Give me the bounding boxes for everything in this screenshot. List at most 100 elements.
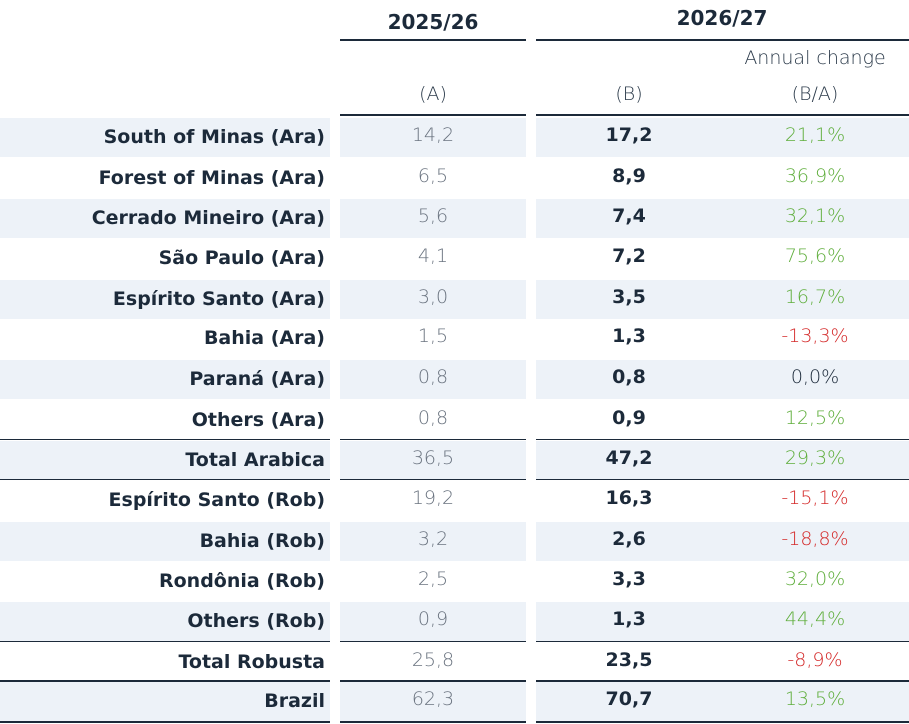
- annual-change-value: 0,0%: [790, 366, 840, 388]
- annual-change-value: 13,5%: [784, 688, 846, 710]
- row-band: [0, 602, 330, 641]
- value-2025-26: 0,8: [417, 366, 449, 388]
- row-band: [536, 118, 909, 157]
- annual-change-value: -15,1%: [781, 487, 849, 509]
- row-band: [340, 360, 526, 399]
- row-band: [340, 682, 526, 721]
- row-label: Total Robusta: [178, 651, 325, 673]
- row-band: [536, 602, 909, 641]
- value-2026-27: 47,2: [605, 447, 653, 469]
- table-rule: [340, 721, 526, 723]
- row-band: [536, 522, 909, 561]
- value-2025-26: 36,5: [411, 447, 455, 469]
- value-2026-27: 70,7: [605, 688, 653, 710]
- table-rule: [340, 641, 526, 642]
- row-label: Espírito Santo (Ara): [112, 288, 325, 310]
- year-header-b: 2026/27: [676, 6, 768, 30]
- value-2025-26: 62,3: [411, 688, 455, 710]
- header-bottom-rule-a: [340, 114, 526, 116]
- row-label: Rondônia (Rob): [159, 570, 325, 592]
- row-band: [536, 360, 909, 399]
- table-rule: [536, 721, 909, 723]
- header-rule-b: [536, 39, 909, 41]
- row-band: [340, 280, 526, 319]
- value-2025-26: 5,6: [417, 205, 449, 227]
- row-band: [536, 199, 909, 238]
- annual-change-value: -8,9%: [787, 649, 843, 671]
- row-label: Espírito Santo (Rob): [108, 489, 325, 511]
- row-band: [340, 522, 526, 561]
- row-label: Bahia (Rob): [199, 530, 325, 552]
- value-2025-26: 0,8: [417, 407, 449, 429]
- value-2025-26: 3,0: [417, 286, 449, 308]
- value-2025-26: 3,2: [417, 528, 449, 550]
- value-2025-26: 4,1: [417, 245, 449, 267]
- table-rule: [536, 439, 909, 440]
- col-b-header: (B): [615, 83, 643, 105]
- row-label: Others (Ara): [191, 409, 325, 431]
- header-bottom-rule-b: [536, 114, 909, 116]
- value-2026-27: 16,3: [605, 487, 653, 509]
- table-rule: [340, 680, 526, 682]
- table-rule: [0, 439, 330, 440]
- annual-change-value: 75,6%: [784, 245, 846, 267]
- annual-change-value: 44,4%: [784, 608, 846, 630]
- row-label: Brazil: [264, 690, 325, 712]
- row-band: [0, 682, 330, 721]
- row-label: Total Arabica: [185, 449, 325, 471]
- row-band: [0, 199, 330, 238]
- annual-change-value: 16,7%: [784, 286, 846, 308]
- table-rule: [0, 641, 330, 642]
- table-rule: [0, 479, 330, 480]
- value-2026-27: 0,9: [612, 407, 646, 429]
- value-2025-26: 1,5: [417, 325, 449, 347]
- value-2025-26: 25,8: [411, 649, 455, 671]
- value-2025-26: 0,9: [417, 608, 449, 630]
- value-2025-26: 19,2: [411, 487, 455, 509]
- annual-change-value: -18,8%: [781, 528, 849, 550]
- table-rule: [536, 479, 909, 480]
- row-band: [536, 682, 909, 721]
- value-2026-27: 3,5: [612, 286, 646, 308]
- table-rule: [536, 680, 909, 682]
- row-label: São Paulo (Ara): [158, 247, 325, 269]
- row-label: Others (Rob): [187, 610, 325, 632]
- annual-change-value: 29,3%: [784, 447, 846, 469]
- value-2026-27: 3,3: [612, 568, 646, 590]
- row-band: [536, 441, 909, 480]
- table-rule: [340, 439, 526, 440]
- row-band: [340, 441, 526, 480]
- row-band: [0, 360, 330, 399]
- value-2026-27: 17,2: [605, 124, 653, 146]
- annual-change-value: 21,1%: [784, 124, 846, 146]
- row-band: [340, 602, 526, 641]
- row-band: [0, 118, 330, 157]
- table-rule: [340, 479, 526, 480]
- annual-change-value: 12,5%: [784, 407, 846, 429]
- row-band: [340, 199, 526, 238]
- row-band: [0, 441, 330, 480]
- row-label: Paraná (Ara): [189, 368, 325, 390]
- col-a-header: (A): [419, 83, 447, 105]
- value-2026-27: 8,9: [612, 165, 646, 187]
- row-label: Cerrado Mineiro (Ara): [91, 207, 325, 229]
- table-rule: [536, 641, 909, 642]
- table-rule: [0, 721, 330, 723]
- value-2026-27: 1,3: [612, 325, 646, 347]
- value-2026-27: 0,8: [612, 366, 646, 388]
- value-2026-27: 23,5: [605, 649, 653, 671]
- row-band: [536, 280, 909, 319]
- value-2025-26: 6,5: [417, 165, 449, 187]
- annual-change-value: -13,3%: [781, 325, 849, 347]
- annual-change-value: 36,9%: [784, 165, 846, 187]
- annual-change-value: 32,1%: [784, 205, 846, 227]
- value-2026-27: 1,3: [612, 608, 646, 630]
- col-c-header: (B/A): [791, 83, 839, 105]
- row-label: Forest of Minas (Ara): [98, 167, 325, 189]
- value-2026-27: 2,6: [612, 528, 646, 550]
- table-rule: [0, 680, 330, 682]
- value-2026-27: 7,4: [612, 205, 646, 227]
- value-2025-26: 14,2: [411, 124, 455, 146]
- row-label: South of Minas (Ara): [103, 126, 325, 148]
- value-2026-27: 7,2: [612, 245, 646, 267]
